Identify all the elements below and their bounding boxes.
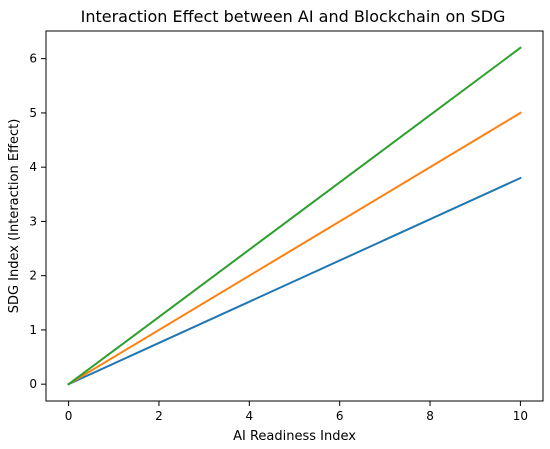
series-line-2 xyxy=(67,111,522,386)
x-axis-label: AI Readiness Index xyxy=(233,429,356,444)
y-tick-label: 0 xyxy=(29,377,37,391)
y-tick-label: 1 xyxy=(29,323,37,337)
y-axis-ticks: 0 1 2 3 4 5 6 xyxy=(29,52,46,391)
x-axis-ticks: 0 2 4 6 8 10 xyxy=(65,401,528,423)
y-tick-label: 4 xyxy=(29,160,37,174)
plot-frame xyxy=(45,30,544,402)
y-tick-label: 2 xyxy=(29,269,37,283)
series-layer xyxy=(67,46,522,386)
y-tick-label: 3 xyxy=(29,214,37,228)
x-tick-label: 0 xyxy=(65,409,73,423)
x-tick-label: 8 xyxy=(426,409,434,423)
x-tick-label: 4 xyxy=(245,409,253,423)
y-tick-label: 6 xyxy=(29,52,37,66)
x-tick-label: 6 xyxy=(336,409,344,423)
chart-title: Interaction Effect between AI and Blockc… xyxy=(81,7,506,26)
series-line-1 xyxy=(67,176,522,386)
series-line-3 xyxy=(67,46,522,386)
x-tick-label: 10 xyxy=(513,409,528,423)
y-axis-label: SDG Index (Interaction Effect) xyxy=(7,119,22,314)
y-tick-label: 5 xyxy=(29,106,37,120)
x-tick-label: 2 xyxy=(155,409,163,423)
